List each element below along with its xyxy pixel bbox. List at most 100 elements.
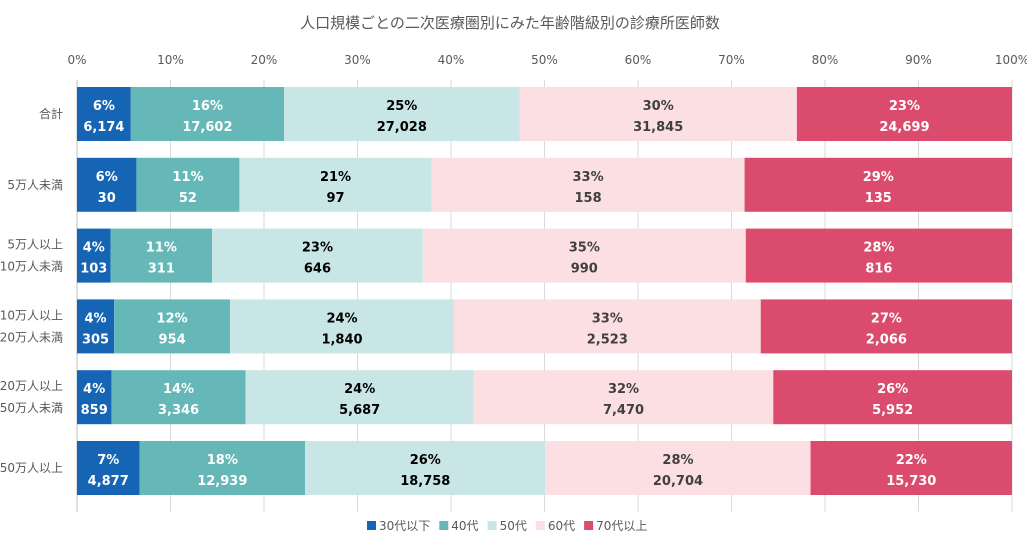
percent-label: 24% <box>344 382 375 397</box>
x-tick-label: 0% <box>67 53 86 67</box>
bar-segment <box>110 228 213 283</box>
percent-label: 32% <box>608 382 639 397</box>
bar-segment <box>473 370 774 425</box>
x-axis-ticks: 0% 10% 20% 30% 40% 50% 60% 70% 80% 90% 100% <box>67 53 1027 67</box>
bar-segment <box>453 299 761 354</box>
bar-segment <box>212 228 423 283</box>
value-label: 990 <box>571 262 598 277</box>
percent-label: 24% <box>326 311 357 326</box>
value-label: 311 <box>148 262 175 277</box>
category-label: 20万人未満 <box>0 330 63 344</box>
legend-swatch <box>439 521 449 530</box>
bar-segment <box>139 441 306 495</box>
percent-label: 33% <box>592 311 623 326</box>
legend-swatch <box>584 521 594 530</box>
value-label: 135 <box>865 191 892 206</box>
bar-segment <box>77 157 137 212</box>
bar-segment <box>245 370 474 425</box>
bar-segment <box>77 87 131 141</box>
value-label: 30 <box>98 191 116 206</box>
bar-segment <box>519 87 797 141</box>
bar-segments <box>77 87 1012 495</box>
value-label: 7,470 <box>603 403 644 418</box>
bar-segment <box>136 157 240 212</box>
percent-label: 6% <box>93 99 115 114</box>
value-label: 646 <box>304 262 331 277</box>
legend-label: 70代以上 <box>596 519 647 533</box>
value-label: 52 <box>179 191 197 206</box>
category-label: 50万人未満 <box>0 401 63 415</box>
bar-segment <box>773 370 1012 425</box>
percent-label: 30% <box>643 99 674 114</box>
bar-segment <box>810 441 1012 495</box>
bar-segment <box>77 370 112 425</box>
bar-segment <box>431 157 745 212</box>
x-tick-label: 10% <box>157 53 184 67</box>
gridlines <box>76 80 1013 512</box>
percent-label: 27% <box>871 311 902 326</box>
percent-label: 23% <box>302 241 333 256</box>
percent-label: 33% <box>573 170 604 185</box>
value-label: 5,952 <box>872 403 913 418</box>
value-label: 24,699 <box>879 120 929 135</box>
x-tick-label: 100% <box>995 53 1027 67</box>
percent-label: 12% <box>157 311 188 326</box>
bar-segment <box>77 228 111 283</box>
percent-label: 29% <box>863 170 894 185</box>
x-tick-label: 20% <box>251 53 278 67</box>
category-label: 50万人以上 <box>0 461 63 475</box>
value-label: 2,523 <box>587 332 628 347</box>
x-tick-label: 90% <box>905 53 932 67</box>
bar-segment <box>305 441 546 495</box>
x-tick-label: 40% <box>438 53 465 67</box>
bar-segment <box>745 228 1012 283</box>
value-label: 2,066 <box>866 332 907 347</box>
legend: 30代以下 40代 50代 60代 70代以上 <box>367 519 647 533</box>
legend-swatch <box>535 521 545 530</box>
bar-segment <box>760 299 1012 354</box>
bar-segment <box>77 299 115 354</box>
value-label: 17,602 <box>182 120 232 135</box>
percent-label: 26% <box>877 382 908 397</box>
percent-label: 18% <box>207 453 238 468</box>
percent-label: 7% <box>97 453 119 468</box>
value-label: 1,840 <box>321 332 362 347</box>
percent-label: 28% <box>863 241 894 256</box>
value-label: 97 <box>326 191 344 206</box>
legend-label: 30代以下 <box>379 519 430 533</box>
bar-segment <box>130 87 285 141</box>
category-label: 5万人以上 <box>7 238 63 252</box>
x-tick-label: 50% <box>531 53 558 67</box>
percent-label: 21% <box>320 170 351 185</box>
percent-label: 23% <box>889 99 920 114</box>
value-label: 15,730 <box>886 474 936 489</box>
percent-label: 4% <box>83 241 105 256</box>
bar-segment <box>422 228 746 283</box>
bar-segment <box>796 87 1012 141</box>
bar-segment <box>744 157 1012 212</box>
value-label: 3,346 <box>158 403 199 418</box>
value-label: 816 <box>865 262 892 277</box>
value-label: 12,939 <box>197 474 247 489</box>
bar-segment <box>284 87 520 141</box>
value-label: 27,028 <box>377 120 427 135</box>
percent-label: 14% <box>163 382 194 397</box>
x-tick-label: 30% <box>344 53 371 67</box>
legend-swatch <box>487 521 497 530</box>
percent-label: 11% <box>172 170 203 185</box>
category-labels: 合計 5万人未満 5万人以上 10万人未満 10万人以上 20万人未満 20万人以上 50万人… <box>0 106 63 475</box>
bar-segment <box>545 441 811 495</box>
value-label: 954 <box>159 332 186 347</box>
percent-label: 28% <box>662 453 693 468</box>
value-label: 859 <box>81 403 108 418</box>
data-labels: 6% 6,174 16% 17,602 25% 27,028 30% 31,845 23% 24,… <box>80 99 936 489</box>
percent-label: 4% <box>83 382 105 397</box>
x-tick-label: 70% <box>718 53 745 67</box>
percent-label: 4% <box>85 311 107 326</box>
percent-label: 25% <box>386 99 417 114</box>
category-label: 20万人以上 <box>0 379 63 393</box>
x-tick-label: 60% <box>625 53 652 67</box>
category-label: 10万人以上 <box>0 308 63 322</box>
chart-title: 人口規模ごとの二次医療圏別にみた年齢階級別の診療所医師数 <box>300 14 720 32</box>
